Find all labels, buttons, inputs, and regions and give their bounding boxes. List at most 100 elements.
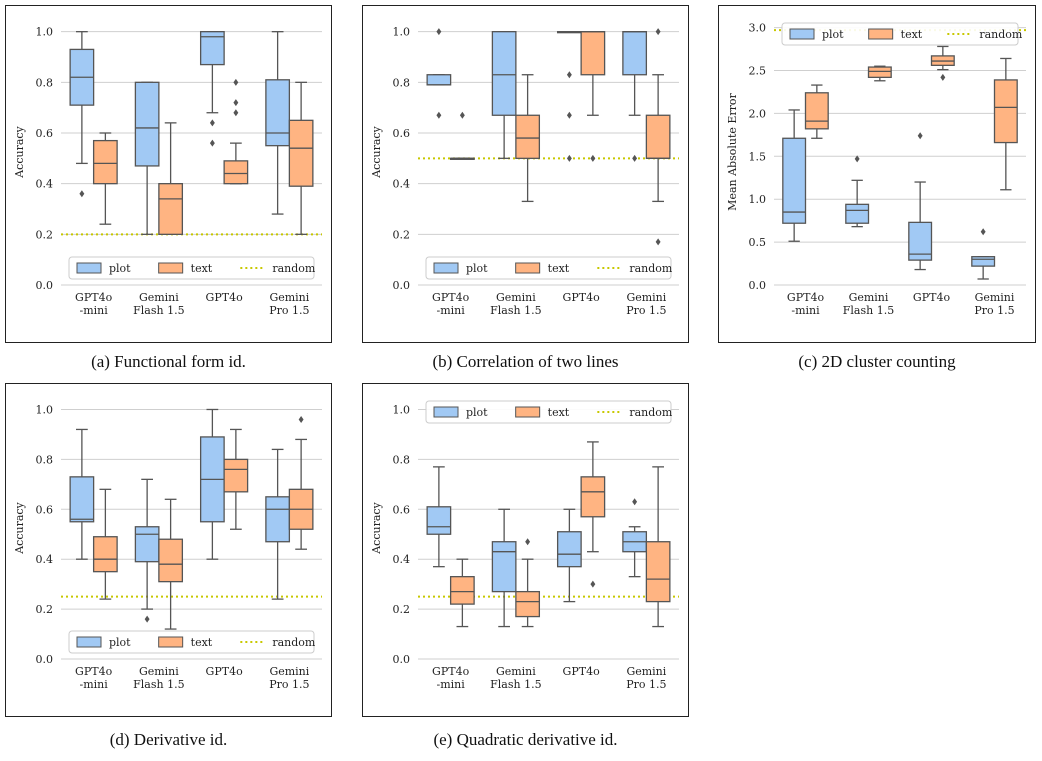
y-tick-label: 1.0 (36, 26, 54, 39)
legend-frame (68, 630, 315, 654)
outlier-point (566, 71, 572, 79)
x-category-label: Flash 1.5 (490, 678, 541, 691)
x-category-label: GPT4o (432, 665, 470, 678)
text-box (223, 78, 249, 185)
y-tick-label: 1.0 (393, 26, 411, 39)
legend-frame (425, 400, 672, 424)
text-box (645, 466, 671, 628)
legend: plot text random (68, 256, 316, 280)
x-category-label: Flash 1.5 (133, 304, 184, 317)
plot-box (199, 31, 225, 147)
legend-frame (425, 256, 672, 280)
chart-panel-b: 0.0 0.2 0.4 0.6 0.8 1.0 Accuracy GPT4o -mini Gemi… (362, 5, 689, 343)
legend-label-plot: plot (466, 406, 488, 419)
y-tick-label: 0.5 (749, 236, 767, 249)
text-box (804, 84, 829, 139)
y-axis-label: Accuracy (13, 125, 26, 178)
outlier-point (525, 538, 531, 546)
legend-swatch-plot (76, 262, 102, 274)
outlier-point (566, 111, 572, 119)
outlier-point (209, 139, 215, 147)
x-category-label: Pro 1.5 (974, 304, 1014, 317)
plot-box (622, 31, 648, 162)
outlier-point (298, 415, 304, 423)
quadratic-derivative-chart: 0.00.20.40.60.81.0AccuracyGPT4o-miniGemi… (362, 383, 689, 717)
iqr-box (515, 590, 541, 618)
text-box (92, 488, 118, 600)
x-category-label: Gemini (626, 665, 666, 678)
y-tick-label: 0.0 (36, 653, 54, 666)
y-tick-label: 1.0 (393, 403, 411, 416)
y-tick-label: 0.0 (393, 653, 411, 666)
y-tick-label: 0.8 (36, 76, 54, 89)
iqr-box (92, 139, 118, 185)
iqr-box (556, 531, 582, 568)
y-tick-label: 0.6 (393, 127, 411, 140)
panel-frame (718, 5, 1036, 343)
outlier-point (459, 111, 465, 119)
legend-frame (781, 22, 1019, 46)
legend-label-text: text (191, 262, 213, 275)
plot-box (556, 508, 582, 603)
outlier-point (144, 615, 150, 623)
text-box (930, 45, 955, 81)
legend-label-text: text (901, 28, 923, 41)
iqr-box (134, 526, 160, 563)
text-box (288, 415, 314, 550)
y-tick-label: 0.6 (36, 503, 54, 516)
legend-label-text: text (548, 262, 570, 275)
x-category-label: GPT4o (75, 665, 113, 678)
x-category-label: Gemini (496, 291, 536, 304)
text-box (580, 441, 606, 588)
x-category-label: GPT4o (75, 291, 113, 304)
x-category-label: -mini (436, 678, 465, 691)
iqr-box (580, 31, 606, 76)
iqr-box (491, 31, 517, 116)
x-category-label: Gemini (496, 665, 536, 678)
x-category-label: -mini (79, 678, 108, 691)
y-tick-label: 0.2 (36, 228, 54, 241)
panel-frame (5, 5, 332, 343)
text-box (867, 65, 892, 82)
x-category-label: Flash 1.5 (843, 304, 894, 317)
x-category-label: Gemini (849, 291, 889, 304)
outlier-point (655, 238, 661, 246)
x-category-label: Gemini (626, 291, 666, 304)
outlier-point (233, 109, 239, 117)
x-category-label: Gemini (269, 291, 309, 304)
panel-frame (362, 5, 689, 343)
y-tick-label: 0.0 (36, 279, 54, 292)
plot-box (556, 31, 582, 162)
x-category-label: GPT4o (206, 291, 244, 304)
iqr-box (845, 203, 870, 224)
x-category-label: Pro 1.5 (269, 678, 309, 691)
iqr-box (993, 79, 1018, 144)
iqr-box (199, 31, 225, 66)
y-tick-label: 0.8 (393, 76, 411, 89)
iqr-box (223, 458, 249, 493)
legend-swatch-text (158, 636, 184, 648)
y-tick-label: 0.0 (749, 279, 767, 292)
chart-panel-d: 0.0 0.2 0.4 0.6 0.8 1.0 Accuracy GPT4o -mini Gemi… (5, 383, 332, 717)
plot-box (134, 81, 160, 235)
outlier-point (632, 154, 638, 162)
legend-swatch-text (158, 262, 184, 274)
text-box (993, 57, 1018, 191)
outlier-point (79, 190, 85, 198)
iqr-box (908, 221, 933, 261)
outlier-point (980, 228, 986, 236)
legend-label-plot: plot (109, 636, 131, 649)
x-category-label: GPT4o (432, 291, 470, 304)
plot-box (199, 408, 225, 560)
plot-box (69, 31, 95, 198)
text-box (515, 74, 541, 203)
y-tick-label: 0.8 (36, 453, 54, 466)
text-box (92, 132, 118, 225)
y-axis-label: Mean Absolute Error (726, 92, 739, 210)
legend-frame (68, 256, 315, 280)
cluster-counting-chart: 0.0 0.5 1.0 1.5 2.0 2.5 3.0 Mean Absolute Error… (718, 5, 1036, 343)
plot-box (265, 31, 291, 215)
plot-box (491, 508, 517, 628)
plot-box (69, 428, 95, 560)
text-box (288, 81, 314, 235)
